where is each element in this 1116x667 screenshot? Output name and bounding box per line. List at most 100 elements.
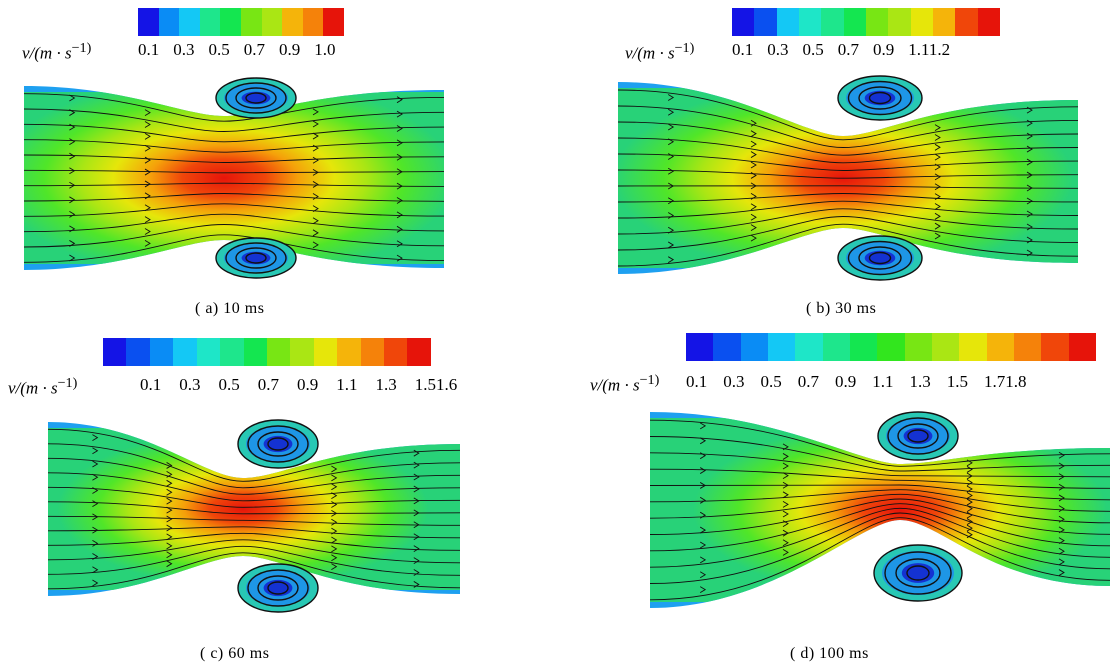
- streamline-arrow: [1058, 558, 1065, 566]
- streamline-arrow: [966, 485, 973, 493]
- streamline: [649, 489, 1111, 512]
- streamline-arrow: [699, 511, 707, 519]
- streamline: [649, 452, 1111, 478]
- colorbar-swatch: [173, 338, 197, 366]
- streamline-arrow: [92, 487, 99, 494]
- streamline: [649, 419, 1111, 467]
- streamline-arrow: [966, 466, 973, 473]
- streamline-arrow: [312, 120, 319, 128]
- colorbar-swatch: [149, 338, 174, 366]
- streamline-arrow: [312, 144, 319, 152]
- colorbar-swatch: [955, 8, 978, 36]
- colorbar-swatch: [798, 8, 822, 36]
- streamline-arrow: [750, 182, 757, 190]
- streamline-arrow: [782, 481, 789, 489]
- streamline-arrow: [966, 459, 973, 467]
- streamline: [47, 532, 461, 551]
- streamline-arrow: [1058, 537, 1065, 544]
- streamline-arrow: [312, 108, 319, 116]
- streamline: [47, 457, 461, 495]
- streamline-arrow: [69, 225, 76, 233]
- streamline: [23, 193, 445, 202]
- streamline-arrow: [1026, 171, 1033, 179]
- streamline: [649, 493, 1111, 524]
- caption-c: ( c) 60 ms: [200, 645, 270, 662]
- flow-field-d: [649, 411, 1111, 608]
- vortex: [873, 544, 963, 602]
- streamline-arrow: [92, 513, 99, 521]
- streamline-arrow: [92, 447, 99, 455]
- streamline-arrow: [1026, 132, 1033, 140]
- colorbar-unit-label-c: v/(m · s−1): [8, 375, 78, 398]
- colorbar-swatch: [407, 338, 431, 366]
- streamline-arrow: [396, 182, 403, 190]
- streamline-arrow: [1058, 494, 1065, 502]
- colorbar-swatch: [384, 338, 408, 366]
- streamline-arrow: [396, 211, 403, 219]
- streamline-arrow: [782, 501, 789, 508]
- streamline: [617, 216, 1079, 251]
- streamline-arrow: [782, 510, 789, 518]
- colorbar-swatch: [196, 338, 221, 366]
- streamline-arrow: [166, 533, 173, 541]
- streamline-arrow: [331, 545, 338, 553]
- streamline-arrow: [699, 571, 707, 579]
- streamline-arrow: [934, 124, 941, 131]
- colorbar-tick-label: 0.7: [243, 40, 265, 59]
- streamline-arrow: [92, 500, 99, 508]
- colorbar-tick-label: 1.51.6: [414, 375, 458, 394]
- streamline-arrow: [92, 526, 99, 534]
- streamline-arrow: [166, 506, 173, 514]
- streamline: [617, 208, 1079, 235]
- streamline-arrow: [966, 524, 973, 532]
- streamline-arrow: [699, 526, 707, 534]
- streamline-arrow: [699, 586, 707, 593]
- streamline-arrow: [1058, 569, 1065, 576]
- streamline-arrow: [396, 110, 403, 118]
- streamline-arrow: [934, 232, 941, 240]
- colorbar-swatch: [849, 333, 878, 361]
- streamline-arrow: [1026, 145, 1033, 153]
- streamline-arrow: [750, 172, 757, 179]
- streamline: [649, 436, 1111, 472]
- colorbar-swatch: [822, 333, 850, 361]
- caption-b: ( b) 30 ms: [806, 300, 877, 317]
- streamline-arrow: [750, 140, 757, 148]
- colorbar-tick-label: 0.5: [218, 375, 240, 394]
- streamline-arrow: [667, 167, 675, 175]
- streamline-arrow: [144, 228, 151, 235]
- colorbar-tick-label: 1.11.2: [908, 40, 951, 59]
- streamline: [23, 224, 445, 248]
- streamline-arrow: [312, 205, 319, 213]
- streamline-arrow: [396, 225, 403, 233]
- streamline-arrow: [92, 473, 99, 481]
- streamline-arrow: [166, 551, 173, 559]
- streamline: [649, 498, 1111, 535]
- streamline-arrow: [934, 143, 941, 151]
- colorbar-tick-label: 0.9: [835, 372, 857, 391]
- colorbar-tick-label: 1.5: [946, 372, 968, 391]
- streamline-arrow: [699, 437, 707, 445]
- streamline-arrow: [312, 193, 319, 200]
- streamline-arrow: [166, 488, 173, 496]
- streamline-arrow: [750, 161, 757, 169]
- colorbar-swatch: [313, 338, 338, 366]
- streamline: [47, 472, 461, 502]
- colorbar-tick-label: 0.7: [797, 372, 819, 391]
- colorbar-swatch: [243, 338, 267, 366]
- streamline-arrow: [144, 204, 151, 212]
- streamline-arrow: [1058, 526, 1065, 534]
- streamline-arrow: [934, 153, 941, 161]
- streamline-arrow: [396, 240, 403, 248]
- streamline-arrow: [331, 501, 338, 508]
- streamline-arrow: [934, 173, 941, 181]
- colorbar-swatch: [959, 333, 987, 361]
- colorbar-swatch: [821, 8, 844, 36]
- streamline-arrow: [750, 192, 757, 200]
- colorbar-unit-label-a: v/(m · s−1): [22, 40, 92, 63]
- vortex: [837, 235, 923, 281]
- colorbar-tick-label: 0.7: [257, 375, 279, 394]
- colorbar-swatch: [220, 8, 241, 36]
- streamline-arrow: [312, 168, 319, 176]
- streamline-arrow: [750, 213, 757, 221]
